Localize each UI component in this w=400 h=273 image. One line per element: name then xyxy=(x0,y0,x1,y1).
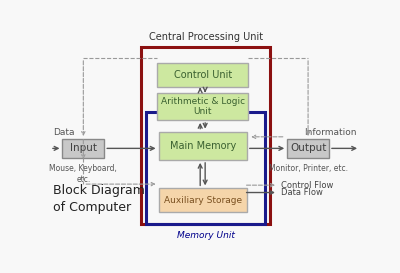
Text: Information: Information xyxy=(304,128,357,137)
Text: Output: Output xyxy=(290,143,326,153)
FancyBboxPatch shape xyxy=(157,93,248,120)
FancyBboxPatch shape xyxy=(158,132,247,160)
Text: Main Memory: Main Memory xyxy=(170,141,236,151)
Text: Arithmetic & Logic
Unit: Arithmetic & Logic Unit xyxy=(161,97,245,116)
Text: Control Flow: Control Flow xyxy=(281,181,333,190)
Text: Input: Input xyxy=(70,143,97,153)
Text: Data: Data xyxy=(53,128,74,137)
Text: Mouse, Keyboard,
etc.: Mouse, Keyboard, etc. xyxy=(49,164,117,183)
Text: Block Diagram
of Computer: Block Diagram of Computer xyxy=(53,184,145,214)
FancyBboxPatch shape xyxy=(158,188,247,212)
Text: Data Flow: Data Flow xyxy=(281,188,323,197)
Text: Central Processing Unit: Central Processing Unit xyxy=(149,32,263,42)
Text: Control Unit: Control Unit xyxy=(174,70,232,80)
Text: Monitor, Printer, etc.: Monitor, Printer, etc. xyxy=(268,164,348,173)
FancyBboxPatch shape xyxy=(287,139,329,158)
Text: Auxiliary Storage: Auxiliary Storage xyxy=(164,196,242,205)
FancyBboxPatch shape xyxy=(157,63,248,87)
Text: Memory Unit: Memory Unit xyxy=(177,232,235,241)
FancyBboxPatch shape xyxy=(62,139,104,158)
